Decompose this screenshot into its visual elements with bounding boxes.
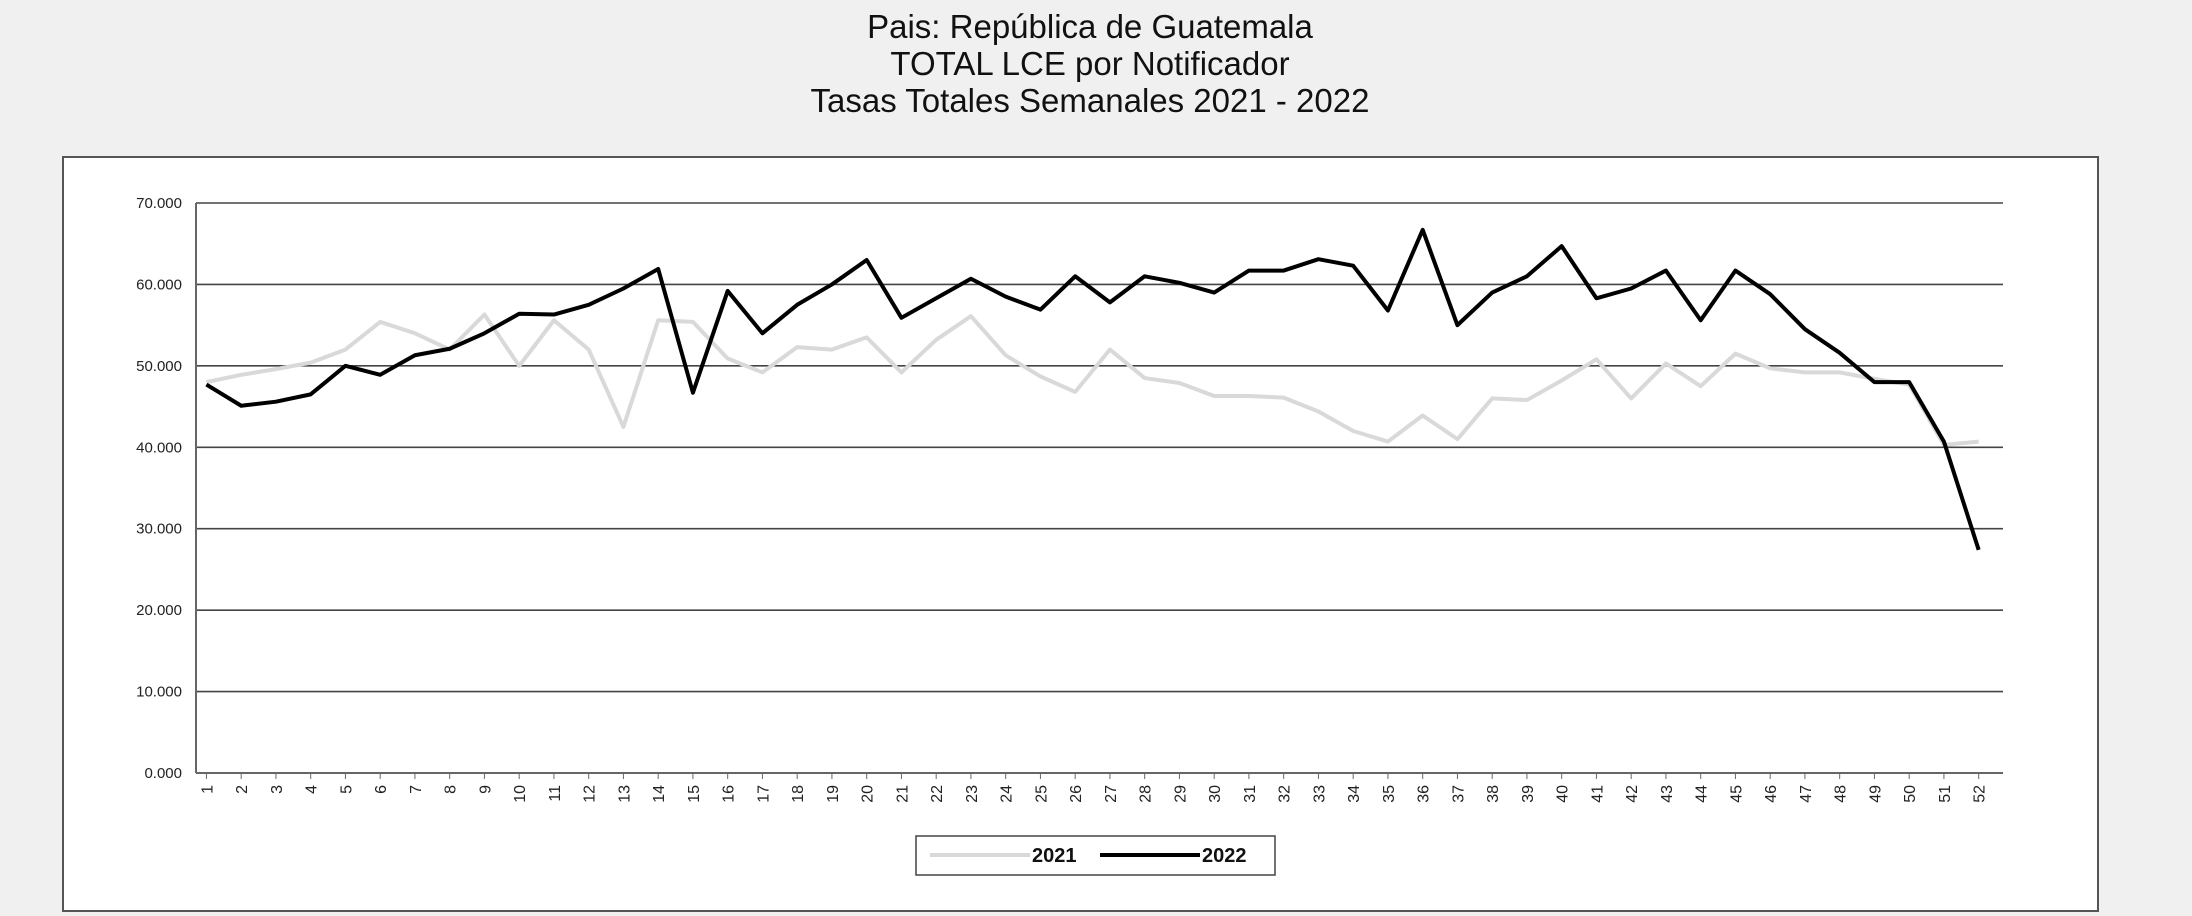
x-tick-label: 44 — [1694, 785, 1711, 803]
x-tick-label: 48 — [1833, 785, 1850, 803]
x-tick-label: 46 — [1763, 785, 1780, 803]
x-tick-label: 27 — [1103, 785, 1120, 803]
x-tick-label: 22 — [929, 785, 946, 803]
legend-label: 2022 — [1202, 845, 1247, 867]
line-series — [206, 312, 1979, 447]
x-tick-label: 24 — [999, 785, 1016, 803]
y-tick-label: 30.000 — [136, 521, 182, 538]
x-tick-label: 12 — [582, 785, 599, 803]
x-tick-label: 11 — [547, 785, 564, 802]
x-tick-label: 10 — [512, 785, 529, 803]
x-tick-label: 38 — [1485, 785, 1502, 803]
x-tick-label: 36 — [1416, 785, 1433, 803]
x-tick-label: 51 — [1937, 785, 1954, 803]
line-series — [205, 227, 1981, 551]
x-tick-label: 18 — [790, 785, 807, 803]
x-tick-label: 13 — [616, 785, 633, 803]
y-tick-label: 70.000 — [136, 195, 182, 212]
x-tick-label: 37 — [1450, 785, 1467, 803]
x-tick-label: 28 — [1138, 785, 1155, 803]
chart-title: TOTAL LCE por Notificador — [890, 45, 1289, 82]
x-tick-label: 42 — [1624, 785, 1641, 803]
x-tick-label: 35 — [1381, 785, 1398, 803]
x-tick-label: 33 — [1311, 785, 1328, 803]
y-tick-label: 40.000 — [136, 439, 182, 456]
x-tick-label: 34 — [1346, 785, 1363, 803]
y-tick-label: 60.000 — [136, 276, 182, 293]
x-tick-label: 50 — [1902, 785, 1919, 803]
x-tick-label: 7 — [408, 785, 425, 794]
x-tick-label: 32 — [1277, 785, 1294, 803]
x-tick-label: 6 — [373, 785, 390, 794]
x-tick-label: 21 — [894, 785, 911, 803]
x-tick-label: 23 — [964, 785, 981, 803]
x-tick-label: 43 — [1659, 785, 1676, 803]
x-tick-label: 31 — [1242, 785, 1259, 803]
legend-label: 2021 — [1032, 845, 1077, 867]
x-tick-label: 3 — [269, 785, 286, 794]
x-tick-label: 1 — [199, 785, 216, 794]
x-tick-label: 26 — [1068, 785, 1085, 803]
x-tick-label: 52 — [1972, 785, 1989, 803]
x-tick-label: 39 — [1520, 785, 1537, 803]
chart-title: Pais: República de Guatemala — [867, 8, 1313, 45]
x-tick-label: 25 — [1033, 785, 1050, 803]
y-tick-label: 50.000 — [136, 358, 182, 375]
y-tick-label: 10.000 — [136, 684, 182, 701]
x-tick-label: 17 — [755, 785, 772, 803]
x-tick-label: 49 — [1867, 785, 1884, 803]
y-tick-label: 20.000 — [136, 602, 182, 619]
x-tick-label: 14 — [651, 785, 668, 803]
x-tick-label: 8 — [443, 785, 460, 794]
x-tick-label: 15 — [686, 785, 703, 803]
y-tick-label: 0.000 — [144, 765, 182, 782]
chart-title: Tasas Totales Semanales 2021 - 2022 — [811, 82, 1370, 119]
x-tick-label: 45 — [1728, 785, 1745, 803]
x-tick-label: 16 — [721, 785, 738, 803]
x-tick-label: 4 — [304, 785, 321, 794]
x-tick-label: 29 — [1172, 785, 1189, 803]
x-tick-label: 47 — [1798, 785, 1815, 803]
x-tick-label: 41 — [1589, 785, 1606, 803]
x-tick-label: 30 — [1207, 785, 1224, 803]
x-tick-label: 20 — [860, 785, 877, 803]
x-tick-label: 5 — [338, 785, 355, 794]
x-tick-label: 9 — [477, 785, 494, 794]
x-tick-label: 40 — [1555, 785, 1572, 803]
x-tick-label: 19 — [825, 785, 842, 803]
x-tick-label: 2 — [234, 785, 251, 794]
